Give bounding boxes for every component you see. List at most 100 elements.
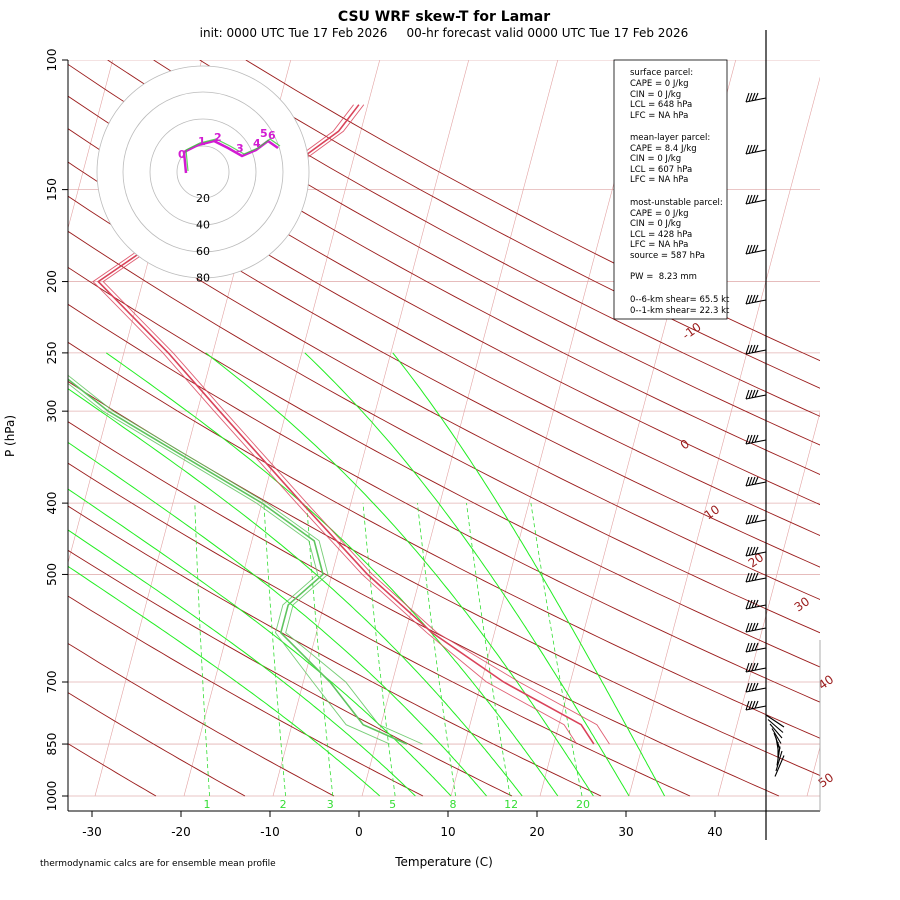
wind-barb (745, 92, 767, 103)
x-tick-label: 10 (440, 825, 455, 839)
x-axis-label: Temperature (C) (394, 855, 493, 869)
mu-cape: CAPE = 0 J/kg (630, 209, 689, 219)
barb-flag (754, 572, 759, 581)
wind-barb (745, 642, 767, 653)
low-level-barb (769, 723, 783, 739)
wind-barb (745, 434, 767, 445)
dry-adiabat (68, 505, 602, 797)
y-tick-label: 850 (45, 733, 59, 756)
y-tick-label: 100 (45, 49, 59, 72)
hodograph-point-label: 2 (214, 131, 222, 144)
mixed-parcel-header: mean-layer parcel: (630, 133, 710, 143)
dry-adiabat (68, 549, 513, 797)
barb-flag (745, 700, 750, 711)
isotherm-line (272, 60, 470, 797)
dry-adiabat (199, 60, 820, 389)
dry-adiabat (68, 743, 157, 797)
barb-flag (745, 514, 750, 525)
barb-flag (745, 434, 750, 445)
barb-flag (748, 662, 753, 672)
hodograph-ring (149, 118, 257, 226)
barb-flag (754, 476, 759, 485)
barb-flag (751, 682, 756, 691)
dry-adiabat (68, 230, 820, 634)
mu-source: source = 587 hPa (630, 251, 705, 261)
y-tick-label: 700 (45, 671, 59, 694)
moist-adiabat (205, 352, 594, 797)
hodograph-point-label: 6 (268, 129, 276, 142)
mixing-ratio-line (362, 503, 396, 797)
barb-flag (745, 194, 750, 205)
dry-adiabat (68, 63, 820, 475)
isotherm-line (361, 60, 559, 797)
barb-flag (748, 476, 753, 486)
y-tick-label: 150 (45, 178, 59, 201)
barb-flag (748, 572, 753, 582)
hodograph-background (97, 66, 309, 278)
shear-0-6km: 0--6-km shear= 65.5 kt (630, 295, 730, 305)
barb-flag (754, 642, 759, 651)
moist-adiabat (68, 388, 523, 797)
barb-flag (745, 294, 750, 305)
barb-flag (754, 700, 759, 709)
chart-subtitle: init: 0000 UTC Tue 17 Feb 2026 00-hr for… (200, 26, 689, 40)
x-tick-label: 20 (529, 825, 544, 839)
x-tick-label: 0 (355, 825, 363, 839)
low-level-barb (776, 746, 781, 766)
dry-adiabat (68, 303, 820, 703)
dry-adiabat (68, 266, 820, 668)
barb-flag (754, 294, 759, 303)
low-level-barb (771, 728, 782, 744)
dry-adiabat (68, 595, 424, 797)
surface-cin: CIN = 0 J/kg (630, 90, 681, 100)
wind-barb (745, 572, 767, 583)
barb-flag (745, 476, 750, 487)
barb-flag (745, 682, 750, 693)
hodograph-ring (176, 145, 230, 199)
mixing-ratio-label: 8 (450, 798, 457, 811)
barb-flag (745, 389, 750, 400)
mixing-ratio-label: 20 (576, 798, 590, 811)
dewpoint-line (68, 378, 408, 745)
barb-flag (751, 572, 756, 581)
dry-adiabat (68, 642, 335, 797)
y-tick-label: 400 (45, 492, 59, 515)
x-tick-label: -30 (82, 825, 102, 839)
x-tick-label: 40 (707, 825, 722, 839)
barb-flag (748, 682, 753, 692)
barb-flag (751, 294, 756, 303)
barb-flag (748, 244, 753, 254)
moist-adiabat (68, 529, 416, 797)
low-level-barb (765, 714, 785, 728)
barb-flag (751, 244, 756, 253)
x-tick-label: 30 (618, 825, 633, 839)
barb-flag (748, 434, 753, 444)
parcel-info-box: surface parcel: CAPE = 0 J/kg CIN = 0 J/… (613, 59, 730, 320)
wind-barb (745, 700, 767, 711)
barb-flag (751, 144, 756, 153)
barb-flag (754, 622, 759, 631)
moist-adiabat (68, 488, 452, 797)
dry-adiabat (245, 60, 820, 362)
hodograph-ring-label: 20 (196, 192, 210, 205)
barb-flag (748, 514, 753, 524)
isotherm-label: 30 (792, 594, 813, 614)
barb-flag (754, 389, 759, 398)
moist-adiabat (392, 352, 666, 797)
surface-cape: CAPE = 0 J/kg (630, 79, 689, 89)
shear-0-1km: 0--1-km shear= 22.3 kt (630, 306, 730, 316)
barb-flag (745, 546, 750, 557)
barb-flag (754, 344, 759, 353)
surface-lfc: LFC = NA hPa (630, 111, 688, 121)
wind-barb (745, 194, 767, 205)
mixing-ratio-line (530, 503, 583, 797)
footnote: thermodynamic calcs are for ensemble mea… (40, 859, 276, 869)
mixed-lcl: LCL = 607 hPa (630, 165, 692, 175)
barb-flag (754, 194, 759, 203)
dry-adiabat (68, 692, 246, 797)
isotherm-line (183, 60, 381, 797)
mixing-ratio-label: 3 (327, 798, 334, 811)
barb-flag (754, 682, 759, 691)
moist-adiabat (304, 352, 630, 797)
wind-barb (745, 344, 767, 355)
